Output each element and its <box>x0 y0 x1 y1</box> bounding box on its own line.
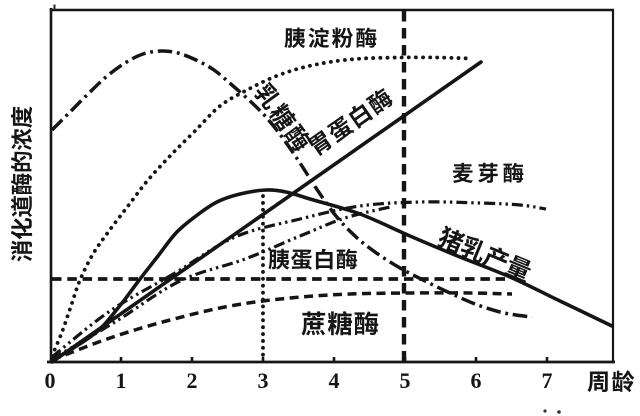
svg-text:5: 5 <box>400 368 411 393</box>
svg-text:2: 2 <box>187 368 198 393</box>
svg-text:4: 4 <box>329 368 340 393</box>
svg-text:1: 1 <box>116 368 127 393</box>
svg-text:0: 0 <box>45 368 56 393</box>
svg-text:3: 3 <box>258 368 269 393</box>
svg-text:7: 7 <box>542 368 553 393</box>
svg-text:6: 6 <box>471 368 482 393</box>
